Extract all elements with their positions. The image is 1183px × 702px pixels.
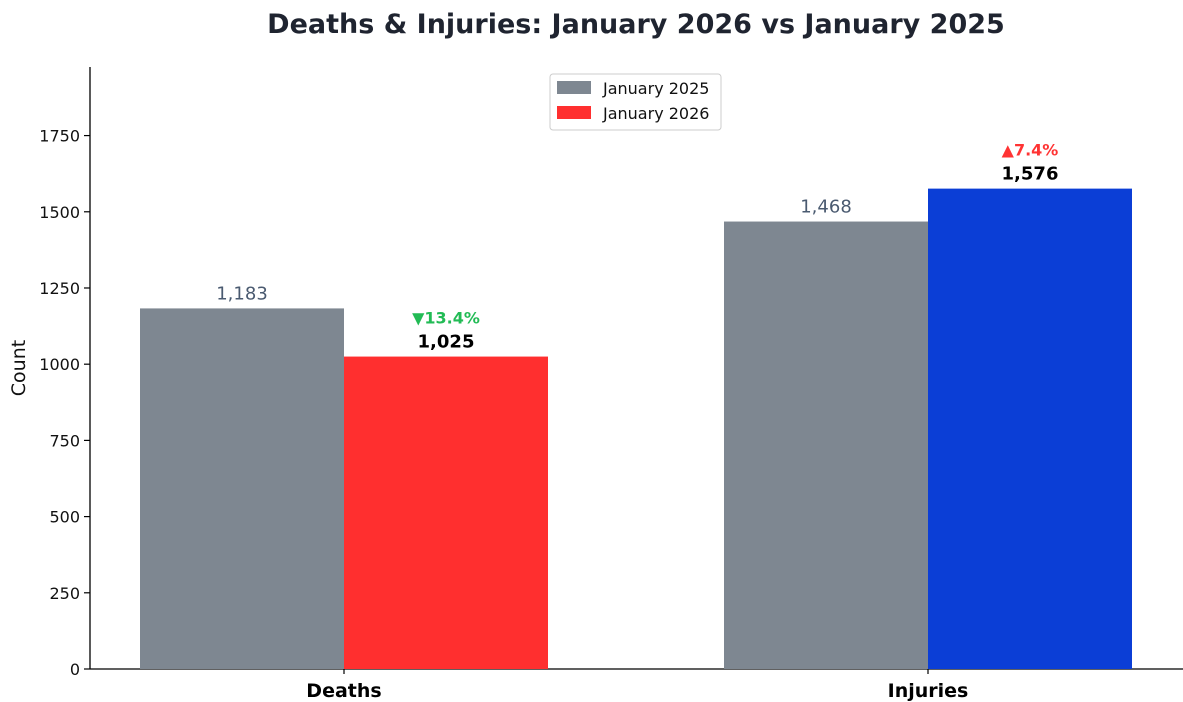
axes: 0 250 500 750 1000 1250 1500 1750 Deaths Injuries [39, 67, 1183, 702]
bar-january-2026 [344, 356, 548, 669]
legend-swatch [557, 81, 591, 94]
x-tick-label: Deaths [306, 680, 381, 702]
value-labels: 1,183 1,025 ▼13.4% 1,468 1,576 ▲7.4% [216, 141, 1058, 353]
data-label-january-2025: 1,183 [216, 283, 268, 304]
bar-january-2025 [140, 308, 344, 669]
y-tick-label: 1250 [39, 279, 80, 298]
y-axis-label: Count [8, 340, 30, 396]
x-tick-label: Injuries [888, 680, 969, 702]
change-annotation: ▼13.4% [412, 309, 480, 328]
bars [140, 188, 1132, 669]
bar-january-2026 [928, 188, 1132, 669]
legend-label: January 2026 [602, 104, 709, 123]
chart-title: Deaths & Injuries: January 2026 vs Janua… [267, 9, 1005, 40]
y-tick-label: 1000 [39, 355, 80, 374]
data-label-january-2025: 1,468 [800, 197, 852, 218]
legend-swatch [557, 106, 591, 119]
legend: January 2025 January 2026 [549, 73, 722, 131]
y-tick-label: 250 [49, 584, 80, 603]
legend-box [549, 73, 722, 131]
change-annotation: ▲7.4% [1002, 141, 1059, 160]
data-label-january-2026: 1,025 [418, 332, 475, 353]
legend-label: January 2025 [602, 79, 709, 98]
y-tick-label: 0 [70, 660, 80, 679]
bar-january-2025 [724, 221, 928, 669]
y-tick-label: 1750 [39, 127, 80, 146]
y-tick-label: 1500 [39, 203, 80, 222]
data-label-january-2026: 1,576 [1002, 164, 1059, 185]
y-tick-label: 750 [49, 431, 80, 450]
y-tick-label: 500 [49, 508, 80, 527]
